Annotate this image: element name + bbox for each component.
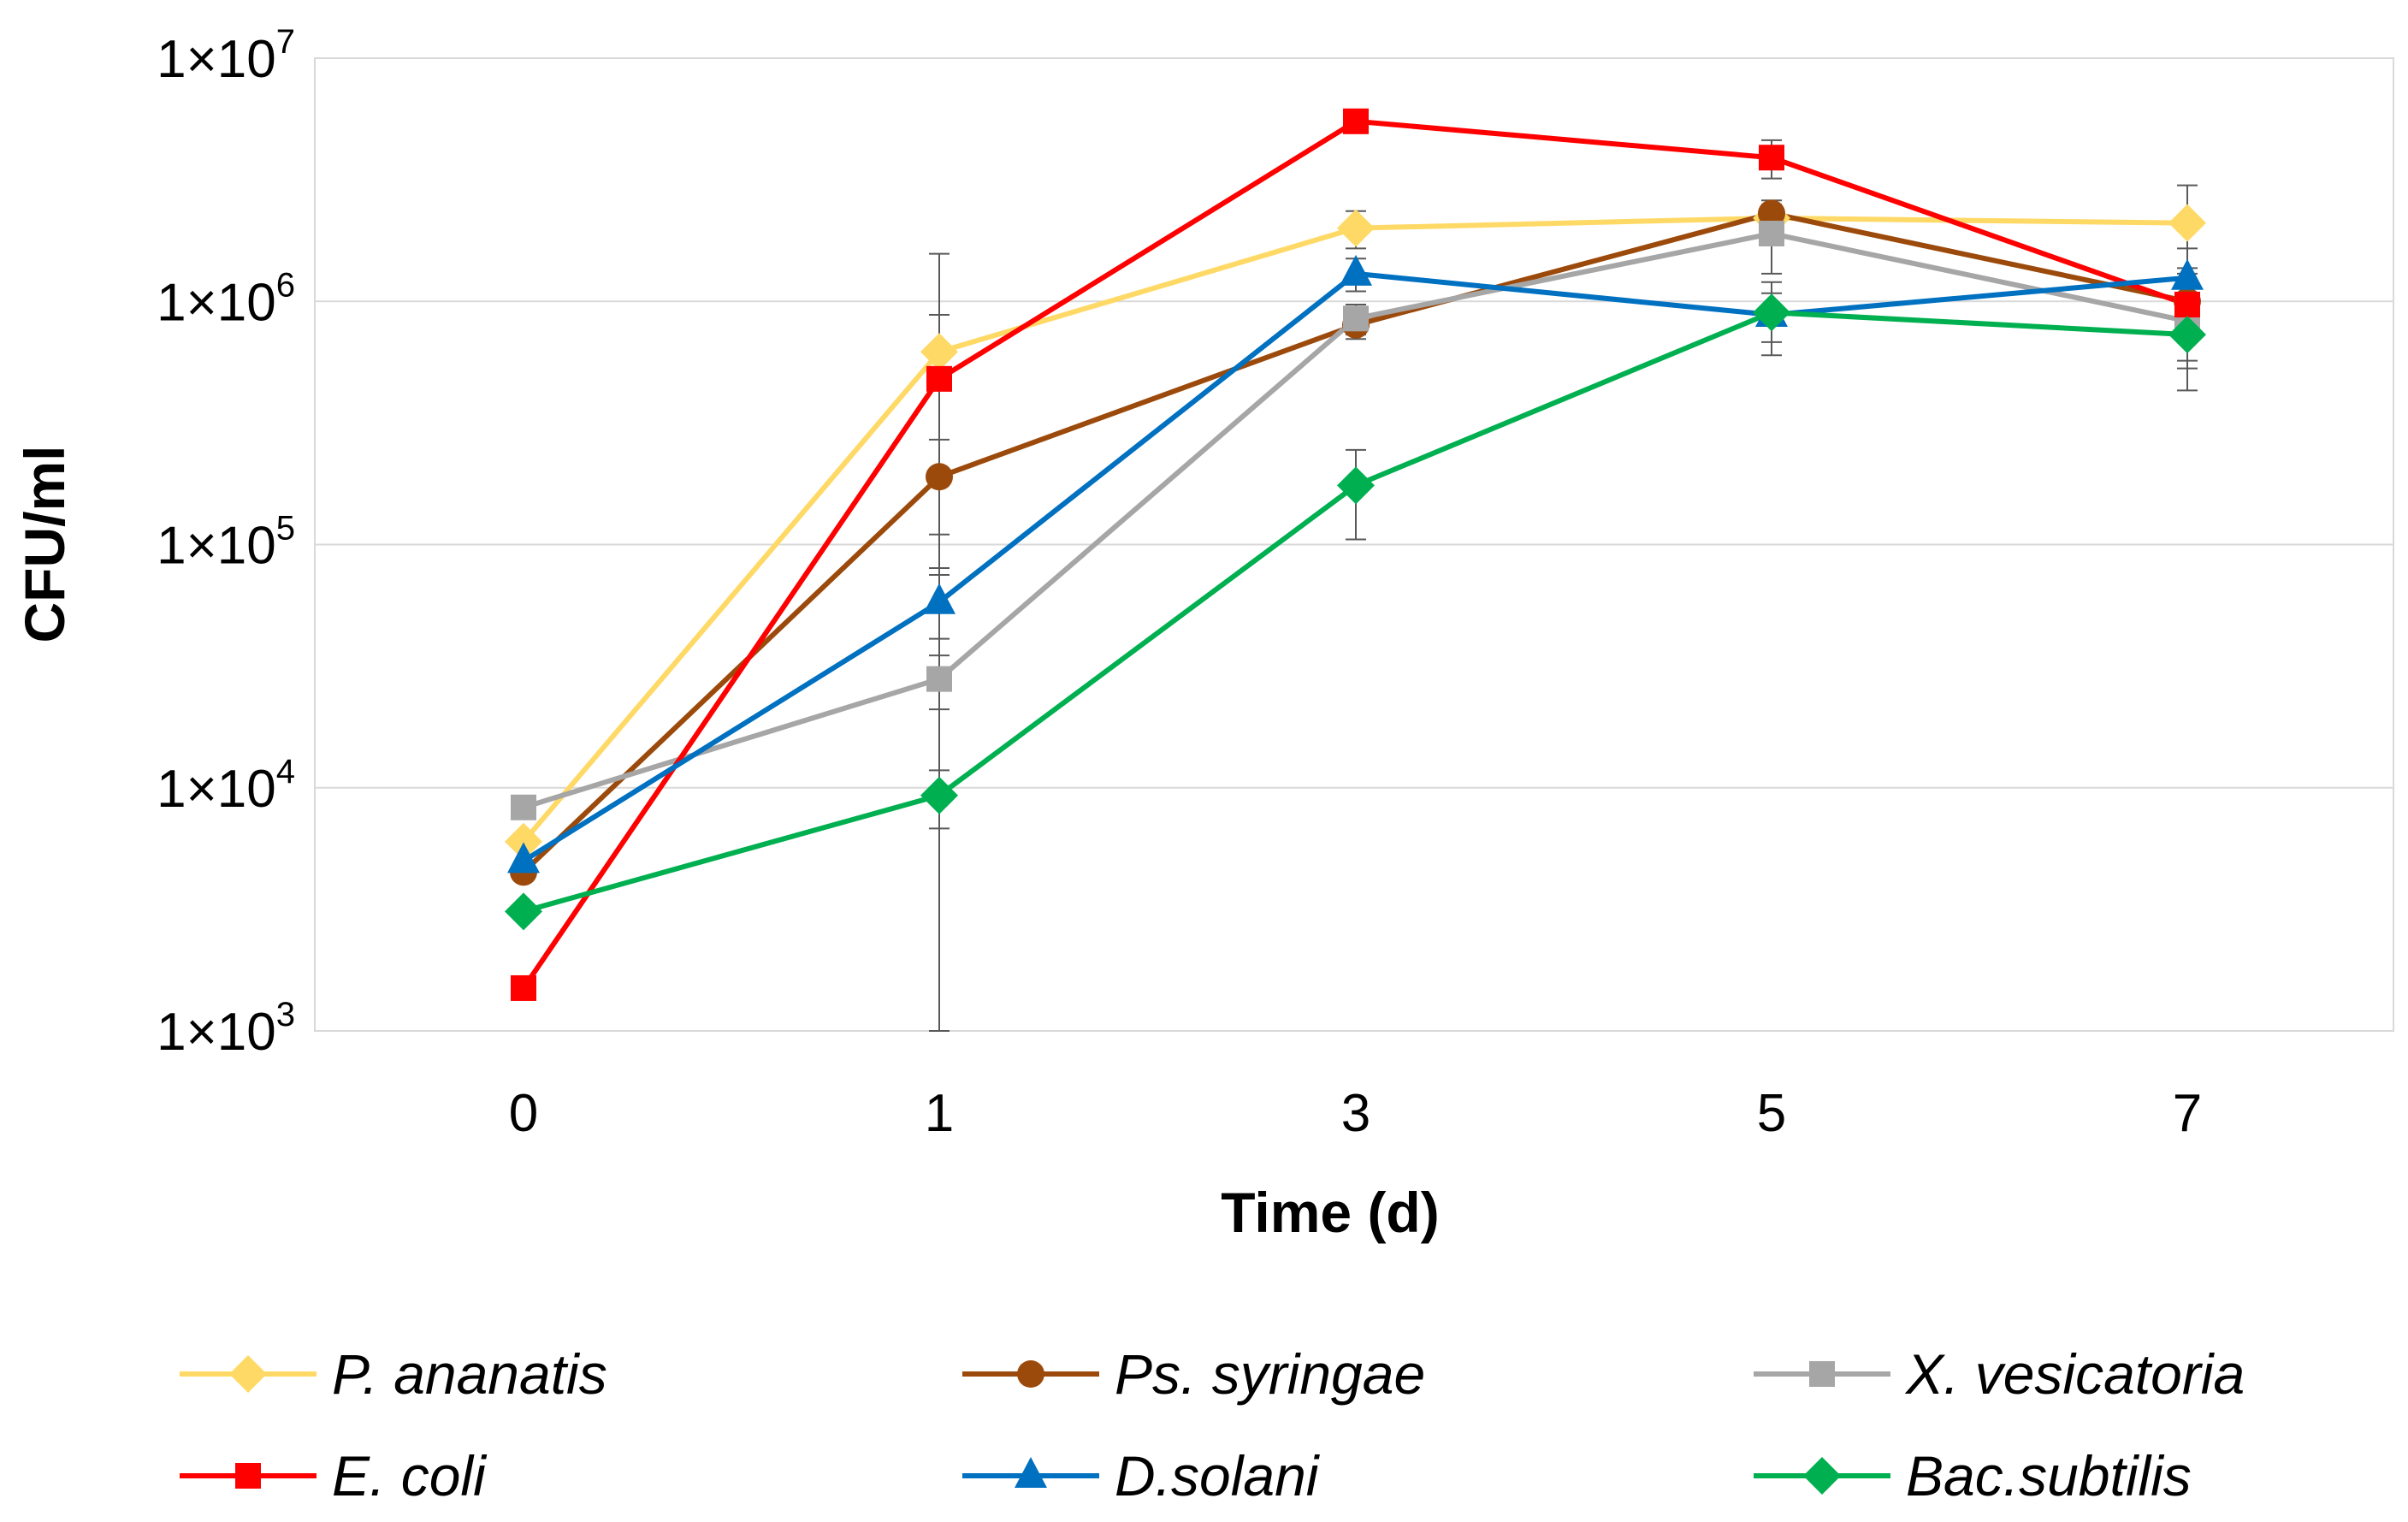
legend-swatch-marker-2: [1809, 1361, 1835, 1387]
series-4-point-4: [2171, 258, 2204, 290]
series-0-point-0: [505, 822, 542, 861]
series-0-point-1: [920, 333, 958, 371]
y-tick-exponent-4: 7: [276, 23, 295, 61]
legend-label-5: Bac.subtilis: [1906, 1444, 2192, 1507]
series-5-point-1: [920, 776, 958, 814]
legend-label-3: E. coli: [332, 1444, 488, 1507]
series-5-point-3: [1753, 293, 1790, 332]
y-tick-base-4: 1×10: [157, 30, 276, 89]
series-0-point-2: [1337, 209, 1375, 247]
x-tick-label-0: 0: [509, 1084, 538, 1143]
y-tick-base-0: 1×10: [157, 1003, 276, 1062]
series-5-point-4: [2168, 316, 2206, 354]
series-3-point-2: [1343, 108, 1369, 134]
y-tick-exponent-2: 5: [276, 510, 295, 548]
series-2-point-1: [926, 666, 952, 692]
y-tick-label-1: 1×104: [157, 753, 295, 819]
legend: P. ananatis Ps. syringae X. vesicatoria E. …: [180, 1342, 2245, 1507]
y-tick-base-1: 1×10: [157, 760, 276, 819]
y-tick-exponent-1: 4: [276, 753, 295, 791]
x-axis-ticks: 0 1 3 5 7: [509, 1084, 2202, 1143]
legend-swatch-marker-5: [1803, 1457, 1841, 1495]
y-tick-exponent-3: 6: [276, 266, 295, 304]
y-tick-exponent-0: 3: [276, 996, 295, 1033]
y-tick-label-2: 1×105: [157, 510, 295, 576]
y-tick-base-2: 1×10: [157, 517, 276, 576]
y-tick-label-0: 1×103: [157, 996, 295, 1062]
series-1-point-1: [926, 463, 953, 491]
series-3-point-3: [1759, 145, 1784, 171]
series-0-point-4: [2168, 204, 2206, 242]
legend-label-4: D.solani: [1115, 1444, 1321, 1507]
series-2-point-2: [1343, 305, 1369, 332]
series-3-point-1: [926, 365, 952, 392]
y-tick-base-3: 1×10: [157, 273, 276, 332]
series-5-point-0: [505, 892, 542, 931]
series-markers: [505, 108, 2206, 1001]
series-4-point-0: [507, 842, 540, 874]
series-3-point-0: [511, 974, 536, 1001]
legend-label-0: P. ananatis: [332, 1342, 607, 1406]
series-2-point-0: [511, 794, 536, 820]
x-tick-label-1: 1: [925, 1084, 954, 1143]
y-axis-title: CFU/ml: [13, 446, 76, 643]
y-tick-label-3: 1×106: [157, 266, 295, 332]
x-tick-label-3: 5: [1757, 1084, 1786, 1143]
x-tick-label-4: 7: [2173, 1084, 2202, 1143]
legend-swatch-marker-4: [1015, 1457, 1047, 1488]
legend-swatch-marker-0: [229, 1355, 267, 1393]
legend-swatch-marker-1: [1017, 1360, 1044, 1388]
legend-label-1: Ps. syringae: [1115, 1342, 1425, 1406]
x-axis-title: Time (d): [1221, 1181, 1439, 1244]
series-4-point-1: [923, 583, 956, 614]
series-5-point-2: [1337, 466, 1375, 505]
series-2-point-3: [1759, 221, 1784, 247]
series-3-point-4: [2174, 292, 2200, 318]
series-1-point-3: [1758, 199, 1785, 228]
x-tick-label-2: 3: [1341, 1084, 1370, 1143]
legend-label-2: X. vesicatoria: [1904, 1342, 2245, 1406]
y-tick-label-4: 1×107: [157, 23, 295, 89]
series-4-point-2: [1340, 254, 1372, 286]
legend-swatch-marker-3: [235, 1463, 261, 1489]
